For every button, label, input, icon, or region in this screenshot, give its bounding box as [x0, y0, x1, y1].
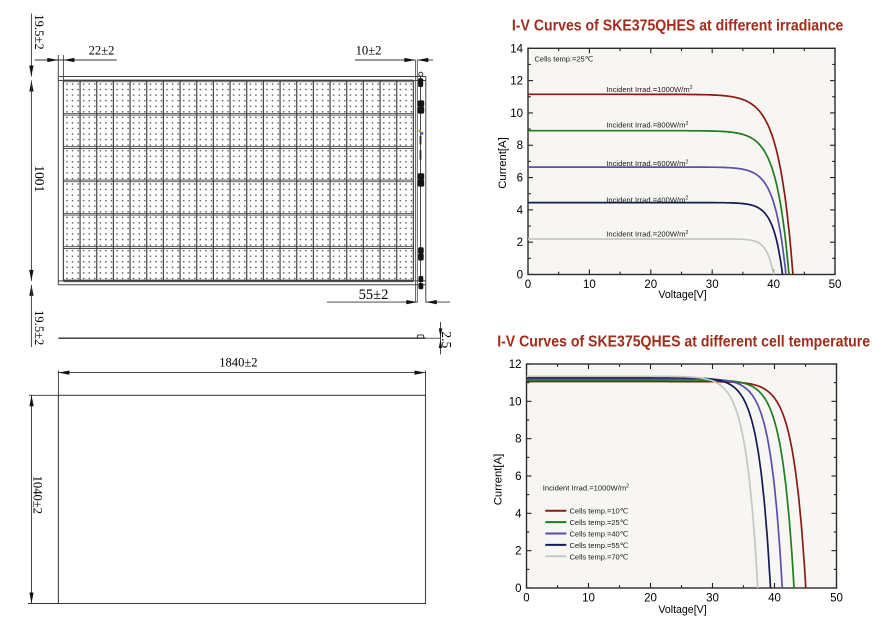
svg-text:Cells temp.=40℃: Cells temp.=40℃: [570, 530, 629, 539]
svg-text:Cells temp.=25℃: Cells temp.=25℃: [535, 54, 594, 63]
svg-text:20: 20: [644, 593, 657, 605]
svg-text:8: 8: [515, 434, 521, 446]
svg-text:0: 0: [515, 583, 521, 595]
svg-text:Incident Irrad.=400W/m2: Incident Irrad.=400W/m2: [606, 195, 688, 204]
svg-text:0: 0: [523, 593, 529, 605]
svg-text:6: 6: [517, 173, 523, 185]
svg-text:Incident Irrad.=800W/m2: Incident Irrad.=800W/m2: [606, 121, 688, 130]
svg-text:Incident Irrad.=200W/m2: Incident Irrad.=200W/m2: [606, 230, 688, 239]
svg-text:2: 2: [515, 546, 521, 558]
svg-text:40: 40: [768, 593, 781, 605]
svg-text:40: 40: [767, 279, 780, 291]
svg-text:Incident Irrad.=1000W/m2: Incident Irrad.=1000W/m2: [606, 85, 692, 94]
svg-text:1840±2: 1840±2: [219, 355, 257, 369]
svg-text:20: 20: [644, 279, 657, 291]
svg-text:Cells temp.=25℃: Cells temp.=25℃: [570, 518, 629, 527]
svg-text:I-V Curves of SKE375QHES at di: I-V Curves of SKE375QHES at different ce…: [497, 333, 870, 350]
svg-text:50: 50: [830, 593, 843, 605]
svg-text:6: 6: [515, 471, 521, 483]
svg-text:10: 10: [509, 396, 522, 408]
svg-text:22±2: 22±2: [89, 44, 115, 58]
svg-text:30: 30: [706, 279, 719, 291]
svg-text:Cells temp.=10℃: Cells temp.=10℃: [570, 507, 629, 516]
svg-text:12: 12: [509, 359, 522, 371]
svg-text:50: 50: [829, 279, 842, 291]
svg-text:8: 8: [517, 140, 523, 152]
svg-text:Current[A]: Current[A]: [497, 137, 509, 188]
svg-text:10: 10: [510, 108, 523, 120]
svg-text:12: 12: [510, 76, 523, 88]
svg-text:10±2: 10±2: [356, 44, 382, 58]
svg-text:0: 0: [517, 270, 523, 282]
svg-text:Current[A]: Current[A]: [493, 454, 505, 505]
svg-text:I-V Curves of SKE375QHES at di: I-V Curves of SKE375QHES at different ir…: [512, 17, 844, 34]
svg-text:0: 0: [525, 279, 531, 291]
svg-text:2: 2: [517, 237, 523, 249]
svg-text:10: 10: [582, 593, 595, 605]
svg-text:Voltage[V]: Voltage[V]: [658, 604, 706, 616]
svg-text:Voltage[V]: Voltage[V]: [658, 289, 706, 301]
svg-text:19.5±2: 19.5±2: [32, 14, 46, 49]
svg-text:14: 14: [510, 43, 523, 55]
svg-text:1040±2: 1040±2: [30, 476, 44, 514]
svg-text:55±2: 55±2: [359, 287, 389, 303]
svg-text:Incident Irrad.=600W/m2: Incident Irrad.=600W/m2: [606, 159, 688, 168]
svg-text:Incident Irrad.=1000W/m2: Incident Irrad.=1000W/m2: [543, 483, 629, 492]
svg-text:4: 4: [515, 508, 522, 520]
svg-text:Cells temp.=70℃: Cells temp.=70℃: [570, 552, 629, 561]
svg-text:2.5: 2.5: [439, 331, 454, 348]
svg-text:4: 4: [517, 205, 524, 217]
svg-text:Cells temp.=55℃: Cells temp.=55℃: [570, 541, 629, 550]
svg-text:19.5±2: 19.5±2: [32, 310, 46, 345]
svg-text:30: 30: [706, 593, 719, 605]
svg-text:1001: 1001: [32, 165, 47, 192]
svg-text:10: 10: [583, 279, 596, 291]
